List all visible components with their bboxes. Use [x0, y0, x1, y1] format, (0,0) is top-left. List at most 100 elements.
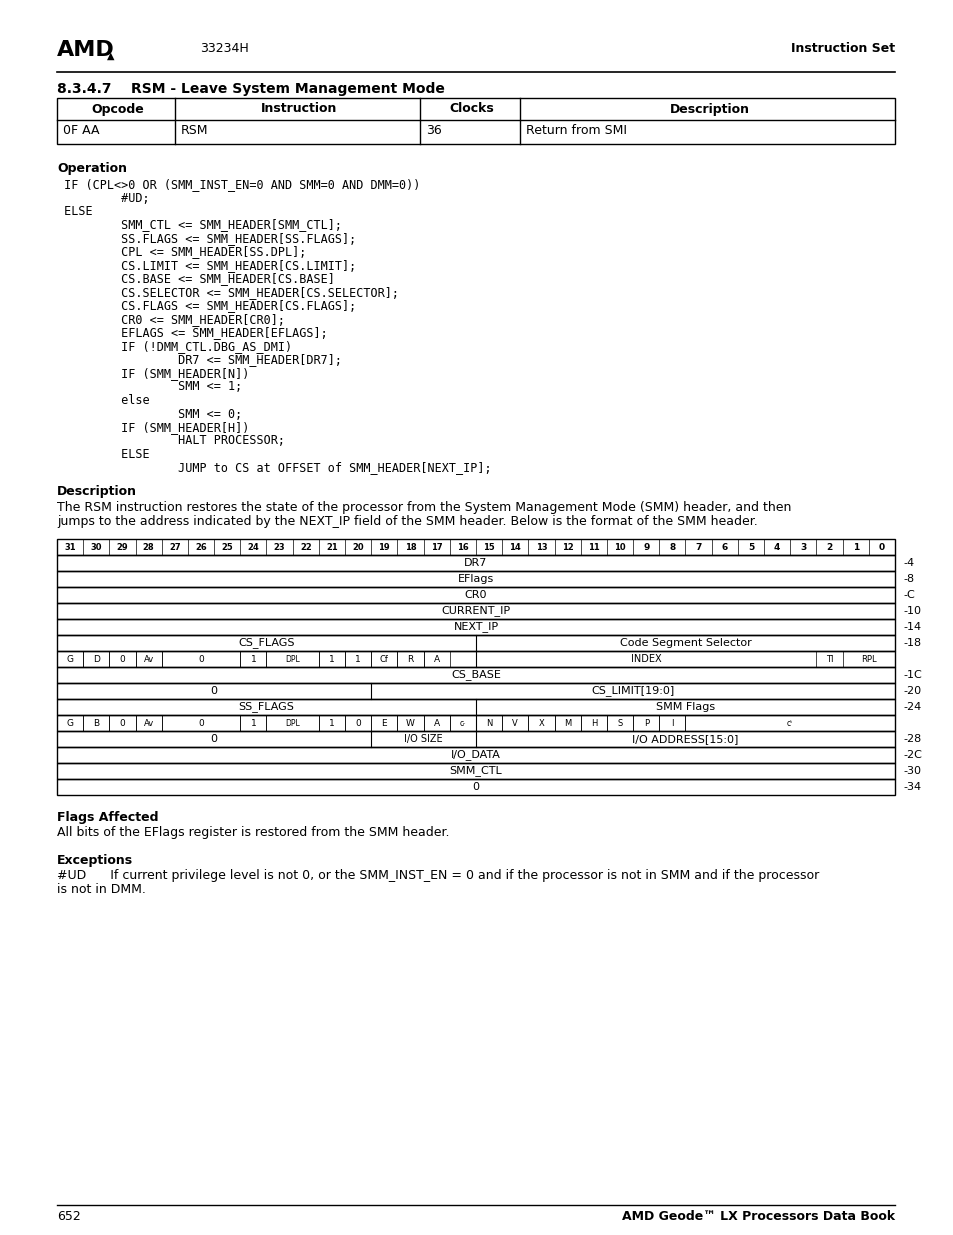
Text: 29: 29 — [116, 542, 128, 552]
Text: -28: -28 — [902, 734, 921, 743]
Text: -C: -C — [902, 590, 914, 600]
Text: 7: 7 — [695, 542, 701, 552]
Text: -18: -18 — [902, 638, 921, 648]
Text: 24: 24 — [247, 542, 259, 552]
Text: DR7: DR7 — [464, 558, 487, 568]
Text: 652: 652 — [57, 1210, 81, 1223]
Text: M: M — [563, 719, 571, 727]
Text: SMM_CTL <= SMM_HEADER[SMM_CTL];: SMM_CTL <= SMM_HEADER[SMM_CTL]; — [57, 219, 341, 231]
Text: -10: -10 — [902, 606, 920, 616]
Text: 0: 0 — [119, 655, 125, 663]
Bar — [57, 571, 894, 587]
Text: B: B — [93, 719, 99, 727]
Text: 15: 15 — [483, 542, 495, 552]
Text: DR7 <= SMM_HEADER[DR7];: DR7 <= SMM_HEADER[DR7]; — [57, 353, 341, 367]
Text: JUMP to CS at OFFSET of SMM_HEADER[NEXT_IP];: JUMP to CS at OFFSET of SMM_HEADER[NEXT_… — [57, 462, 491, 474]
Text: Cf: Cf — [379, 655, 389, 663]
Text: ELSE: ELSE — [57, 205, 92, 219]
Bar — [57, 715, 894, 731]
Text: 0: 0 — [198, 719, 204, 727]
Text: is not in DMM.: is not in DMM. — [57, 883, 146, 897]
Bar — [57, 763, 894, 779]
Bar — [57, 587, 894, 603]
Text: SMM <= 1;: SMM <= 1; — [57, 380, 242, 394]
Text: Clocks: Clocks — [449, 103, 494, 116]
Text: Return from SMI: Return from SMI — [525, 124, 626, 137]
Text: INDEX: INDEX — [630, 655, 660, 664]
Text: 11: 11 — [587, 542, 599, 552]
Text: cᵗ: cᵗ — [786, 719, 793, 727]
Text: 0: 0 — [211, 734, 217, 743]
Text: EFLAGS <= SMM_HEADER[EFLAGS];: EFLAGS <= SMM_HEADER[EFLAGS]; — [57, 326, 328, 340]
Bar — [57, 731, 894, 747]
Text: 0: 0 — [878, 542, 884, 552]
Text: 25: 25 — [221, 542, 233, 552]
Text: EFlags: EFlags — [457, 574, 494, 584]
Text: else: else — [57, 394, 150, 408]
Text: -24: -24 — [902, 701, 921, 713]
Text: Description: Description — [57, 485, 137, 498]
Text: CS_LIMIT[19:0]: CS_LIMIT[19:0] — [591, 685, 674, 697]
Bar — [57, 635, 894, 651]
Text: -4: -4 — [902, 558, 913, 568]
Text: SMM <= 0;: SMM <= 0; — [57, 408, 242, 420]
Text: 30: 30 — [91, 542, 102, 552]
Text: Description: Description — [669, 103, 749, 116]
Text: 16: 16 — [456, 542, 468, 552]
Text: I/O SIZE: I/O SIZE — [404, 734, 442, 743]
Text: CS_FLAGS: CS_FLAGS — [238, 637, 294, 648]
Bar — [57, 699, 894, 715]
Text: 0: 0 — [472, 782, 479, 792]
Text: 26: 26 — [195, 542, 207, 552]
Text: -2C: -2C — [902, 750, 921, 760]
Bar — [57, 779, 894, 795]
Text: CS.FLAGS <= SMM_HEADER[CS.FLAGS];: CS.FLAGS <= SMM_HEADER[CS.FLAGS]; — [57, 300, 355, 312]
Text: RPL: RPL — [861, 655, 876, 663]
Text: CS.LIMIT <= SMM_HEADER[CS.LIMIT];: CS.LIMIT <= SMM_HEADER[CS.LIMIT]; — [57, 259, 355, 272]
Text: 0F AA: 0F AA — [63, 124, 99, 137]
Text: W: W — [406, 719, 415, 727]
Text: 21: 21 — [326, 542, 337, 552]
Text: N: N — [485, 719, 492, 727]
Text: 4: 4 — [773, 542, 780, 552]
Text: I/O ADDRESS[15:0]: I/O ADDRESS[15:0] — [632, 734, 738, 743]
Bar — [57, 555, 894, 571]
Text: 6: 6 — [720, 542, 727, 552]
Text: H: H — [590, 719, 597, 727]
Text: 0: 0 — [198, 655, 204, 663]
Text: G: G — [67, 655, 73, 663]
Text: 8.3.4.7    RSM - Leave System Management Mode: 8.3.4.7 RSM - Leave System Management Mo… — [57, 82, 444, 96]
Text: E: E — [381, 719, 387, 727]
Text: 20: 20 — [352, 542, 364, 552]
Text: Operation: Operation — [57, 162, 127, 175]
Text: 1: 1 — [329, 719, 335, 727]
Bar — [57, 651, 894, 667]
Text: -8: -8 — [902, 574, 913, 584]
Text: AMD: AMD — [57, 40, 114, 61]
Text: -34: -34 — [902, 782, 921, 792]
Text: 0: 0 — [119, 719, 125, 727]
Text: X: X — [538, 719, 544, 727]
Text: CR0 <= SMM_HEADER[CR0];: CR0 <= SMM_HEADER[CR0]; — [57, 312, 285, 326]
Bar — [57, 619, 894, 635]
Text: 5: 5 — [747, 542, 753, 552]
Text: Av: Av — [143, 719, 153, 727]
Text: 19: 19 — [378, 542, 390, 552]
Bar — [57, 98, 894, 144]
Text: P: P — [643, 719, 648, 727]
Text: 1: 1 — [251, 655, 256, 663]
Text: SS_FLAGS: SS_FLAGS — [238, 701, 294, 713]
Text: IF (!DMM_CTL.DBG_AS_DMI): IF (!DMM_CTL.DBG_AS_DMI) — [57, 340, 292, 353]
Bar — [57, 747, 894, 763]
Text: Instruction: Instruction — [261, 103, 337, 116]
Text: 22: 22 — [299, 542, 312, 552]
Text: 13: 13 — [535, 542, 547, 552]
Text: Av: Av — [143, 655, 153, 663]
Text: 28: 28 — [143, 542, 154, 552]
Text: -20: -20 — [902, 685, 921, 697]
Text: IF (SMM_HEADER[N]): IF (SMM_HEADER[N]) — [57, 367, 249, 380]
Text: #UD      If current privilege level is not 0, or the SMM_INST_EN = 0 and if the : #UD If current privilege level is not 0,… — [57, 869, 819, 882]
Text: -30: -30 — [902, 766, 920, 776]
Text: 33234H: 33234H — [200, 42, 249, 56]
Text: ELSE: ELSE — [57, 448, 150, 461]
